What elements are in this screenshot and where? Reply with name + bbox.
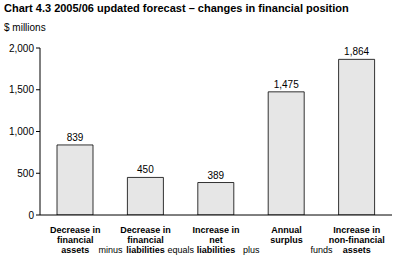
svg-text:1,864: 1,864 (344, 46, 369, 57)
svg-text:funds: funds (311, 245, 334, 255)
svg-text:450: 450 (137, 164, 154, 175)
svg-text:Decrease infinancialassets: Decrease infinancialassets (50, 225, 101, 255)
svg-text:389: 389 (207, 170, 224, 181)
svg-text:2,000: 2,000 (9, 43, 34, 54)
svg-text:minus: minus (98, 245, 123, 255)
svg-text:0: 0 (28, 210, 34, 221)
svg-text:500: 500 (17, 168, 34, 179)
svg-text:plus: plus (243, 245, 260, 255)
svg-text:Increase innetliabilities: Increase innetliabilities (192, 225, 239, 255)
svg-text:1,475: 1,475 (274, 79, 299, 90)
svg-text:1,500: 1,500 (9, 84, 34, 95)
html-text:Chart 4.3 2005/06 updated fore: Chart 4.3 2005/06 updated forecast – cha… (4, 2, 349, 14)
svg-text:equals: equals (168, 245, 195, 255)
svg-text:Decrease infinancialliabilitie: Decrease infinancialliabilities (120, 225, 171, 255)
html-text:$ millions: $ millions (4, 22, 46, 33)
svg-text:1,000: 1,000 (9, 126, 34, 137)
svg-text:Annualsurplus: Annualsurplus (270, 225, 303, 245)
svg-text:839: 839 (67, 132, 84, 143)
svg-text:Increase innon-financialassets: Increase innon-financialassets (329, 225, 385, 255)
